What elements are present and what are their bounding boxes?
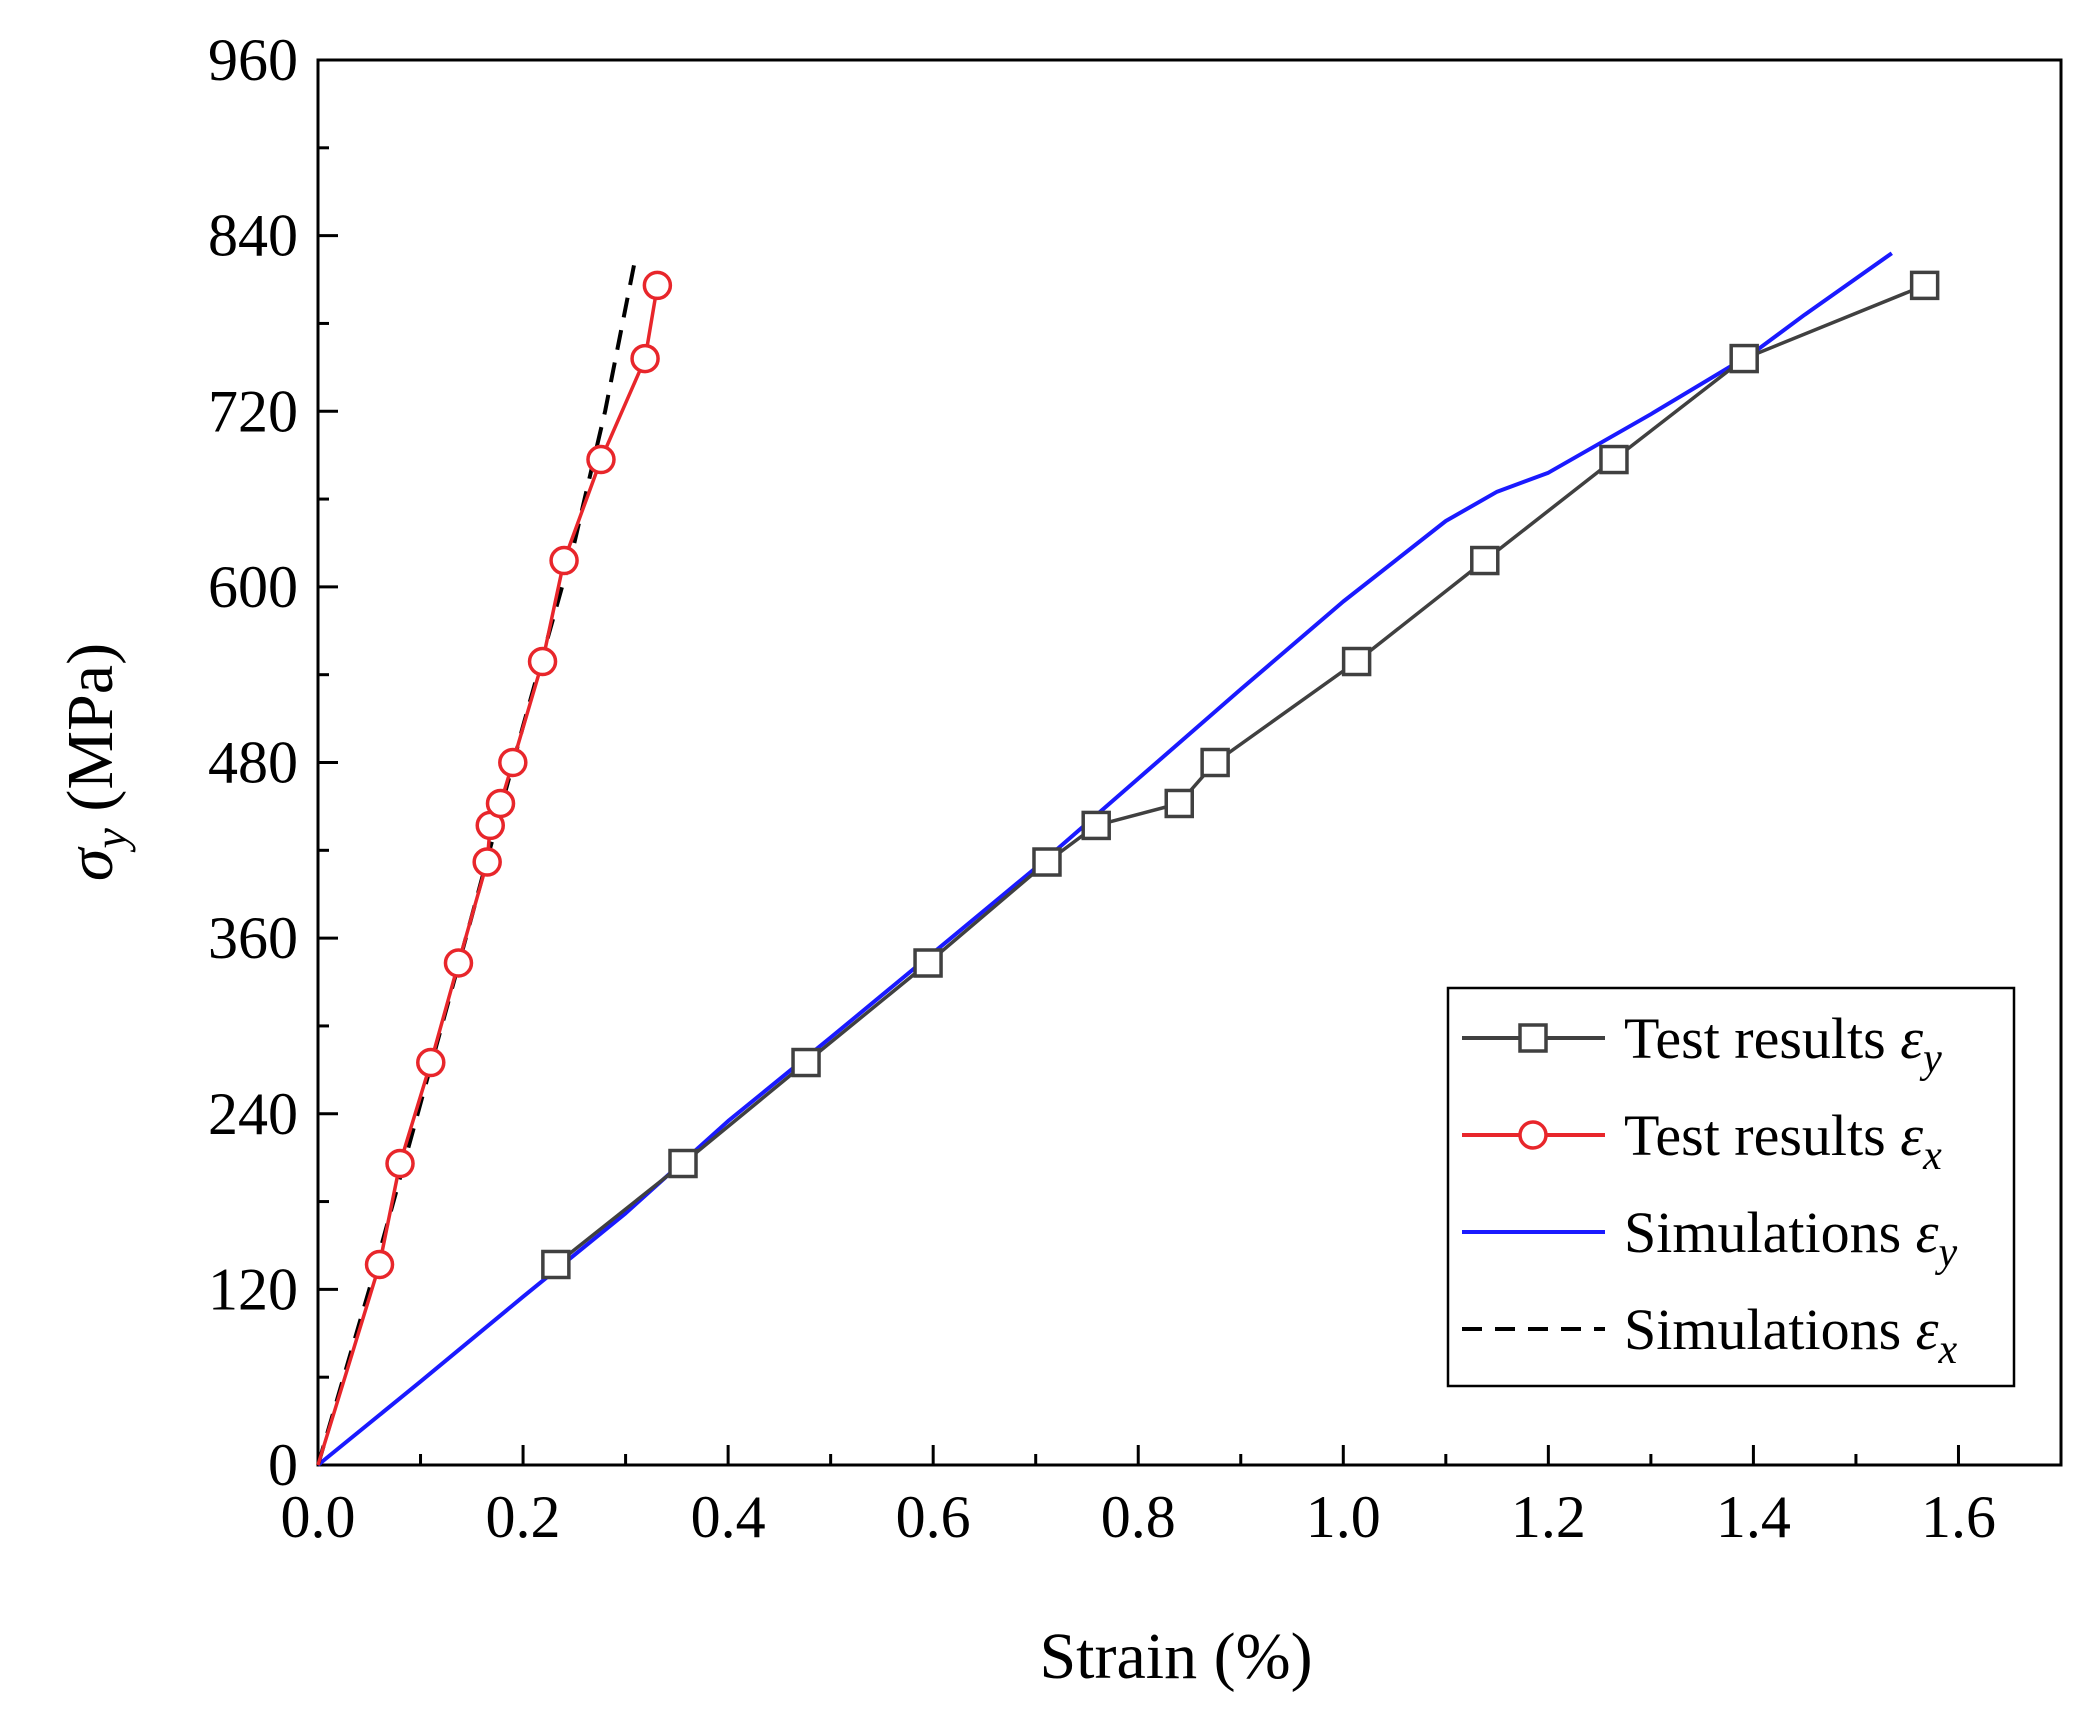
data-point bbox=[1470, 545, 1500, 576]
data-point bbox=[1599, 444, 1629, 475]
data-point bbox=[1032, 847, 1062, 877]
legend-item: Test results εx bbox=[1462, 1103, 1942, 1179]
y-tick-label: 360 bbox=[208, 905, 298, 971]
legend-item: Simulations εx bbox=[1462, 1297, 1958, 1373]
legend-items: Test results εy Test results εx Simulation… bbox=[1462, 1006, 1958, 1373]
y-axis-symbol: σ bbox=[54, 846, 127, 881]
y-axis-unit: (MPa) bbox=[54, 643, 127, 828]
y-tick-label: 0 bbox=[268, 1432, 298, 1498]
y-tick-label: 960 bbox=[208, 27, 298, 93]
data-point bbox=[1341, 646, 1372, 677]
y-tick-label: 720 bbox=[208, 378, 298, 444]
svg-text:σy (MPa): σy (MPa) bbox=[54, 643, 136, 881]
data-point bbox=[527, 646, 558, 677]
data-point bbox=[1200, 747, 1230, 778]
legend-marker bbox=[1518, 1120, 1548, 1150]
legend-item: Simulations εy bbox=[1462, 1200, 1958, 1276]
y-tick-label: 840 bbox=[208, 203, 298, 269]
x-tick-label: 1.2 bbox=[1511, 1484, 1586, 1550]
data-point bbox=[472, 847, 502, 877]
data-point bbox=[416, 1047, 446, 1078]
data-point bbox=[549, 545, 579, 576]
x-tick-label: 1.0 bbox=[1306, 1484, 1381, 1550]
data-point bbox=[791, 1047, 821, 1078]
data-point bbox=[443, 948, 474, 978]
data-point bbox=[913, 948, 943, 978]
legend-label: Test results εx bbox=[1624, 1103, 1942, 1179]
legend-label: Test results εy bbox=[1624, 1006, 1942, 1082]
x-tick-label: 1.4 bbox=[1716, 1484, 1791, 1550]
series-test-results-ey bbox=[541, 270, 1940, 1280]
y-tick-label: 120 bbox=[208, 1256, 298, 1322]
data-point bbox=[1729, 343, 1759, 374]
series-test-results-ex bbox=[316, 270, 673, 1466]
legend-item: Test results εy bbox=[1462, 1006, 1942, 1082]
x-axis-title: Strain (%) bbox=[1039, 1620, 1312, 1693]
x-tick-label: 0.8 bbox=[1101, 1484, 1176, 1550]
data-point bbox=[1081, 810, 1111, 841]
data-point bbox=[541, 1249, 571, 1280]
series-line bbox=[316, 251, 1893, 1467]
y-axis-subscript: y bbox=[85, 828, 136, 853]
x-tick-label: 1.6 bbox=[1921, 1484, 1996, 1550]
legend-marker bbox=[1518, 1023, 1548, 1053]
legend-box bbox=[1446, 986, 2016, 1388]
y-axis-title: σy (MPa) bbox=[54, 643, 136, 881]
data-point bbox=[498, 747, 528, 778]
data-point bbox=[364, 1249, 395, 1280]
x-tick-label: 0.4 bbox=[691, 1484, 766, 1550]
y-tick-label: 480 bbox=[208, 730, 298, 796]
data-point bbox=[1164, 788, 1194, 819]
y-tick-label: 600 bbox=[208, 554, 298, 620]
data-point bbox=[630, 343, 660, 374]
data-point bbox=[586, 444, 616, 475]
data-point bbox=[668, 1148, 698, 1179]
data-point bbox=[642, 270, 673, 301]
legend-label: Simulations εx bbox=[1624, 1297, 1958, 1373]
series-layer bbox=[316, 251, 1940, 1467]
axis-ticks: 0.0 0.2 0.4 0.6 0.8 1.0 1.2 1.4 1.6 0 120 240 360 480… bbox=[208, 27, 1996, 1550]
data-point bbox=[485, 788, 516, 819]
x-tick-label: 0.0 bbox=[281, 1484, 356, 1550]
data-point bbox=[385, 1148, 415, 1179]
data-point bbox=[1909, 270, 1940, 301]
x-tick-label: 0.6 bbox=[896, 1484, 971, 1550]
y-tick-label: 240 bbox=[208, 1081, 298, 1147]
legend: Test results εy Test results εx Simulation… bbox=[1446, 986, 2016, 1388]
x-tick-label: 0.2 bbox=[486, 1484, 561, 1550]
series-simulations-ey bbox=[316, 251, 1893, 1467]
legend-label: Simulations εy bbox=[1624, 1200, 1958, 1276]
